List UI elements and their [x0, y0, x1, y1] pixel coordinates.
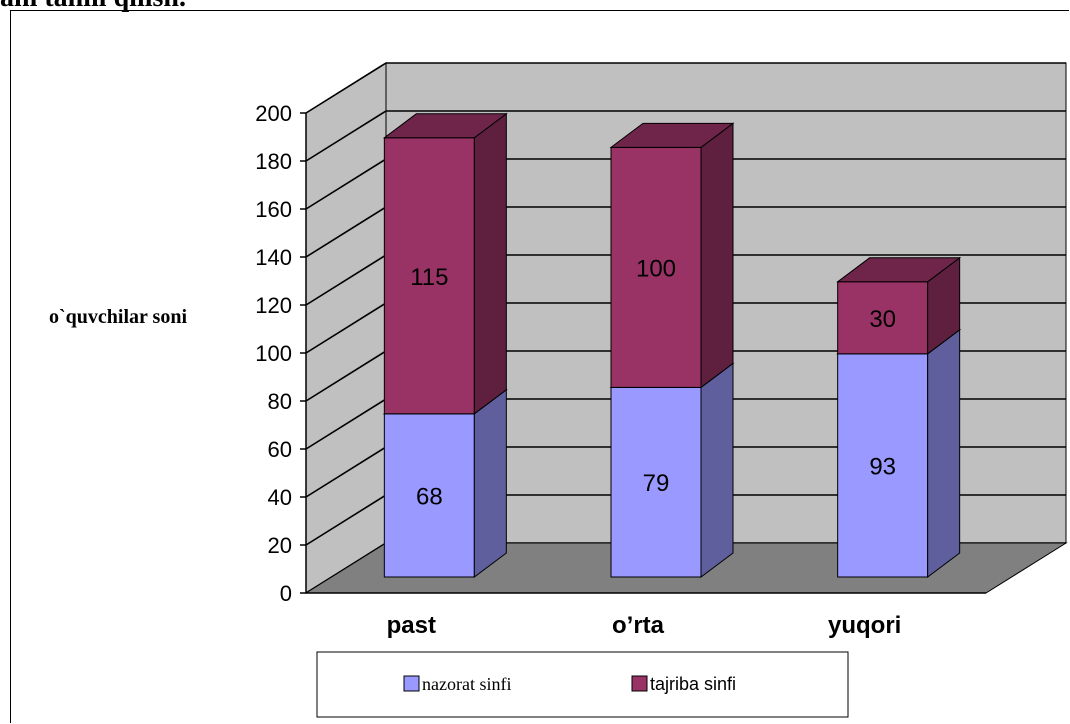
page-top-text: ani tahlil qilish. — [0, 0, 1070, 20]
bar-tajriba-1 — [609, 122, 735, 389]
bar-nazorat-1-side — [700, 362, 734, 578]
bar-tajriba-0 — [382, 112, 508, 415]
legend-swatch-nazorat — [403, 675, 420, 692]
bar-nazorat-0-side — [473, 388, 507, 578]
y-tick-label: 160 — [255, 197, 292, 222]
y-axis-label: o`quvchilar soni — [49, 306, 187, 328]
gridline — [305, 110, 1066, 162]
data-label: 30 — [869, 306, 896, 333]
data-label: 68 — [416, 483, 443, 510]
bars: 68 115 79 100 93 30 — [382, 112, 962, 578]
bar-tajriba-2-top — [836, 257, 962, 283]
bar-nazorat-2-side — [927, 328, 961, 578]
y-tick-label: 100 — [255, 341, 292, 366]
bar-tajriba-0-front — [383, 137, 475, 415]
y-tick-label: 20 — [268, 533, 292, 558]
legend-label-tajriba: tajriba sinfi — [650, 674, 736, 694]
bar-tajriba-1-side — [700, 122, 734, 389]
y-tick-label: 140 — [255, 245, 292, 270]
gridline — [305, 62, 1066, 114]
data-label: 93 — [869, 453, 896, 480]
bar-tajriba-2-front — [837, 281, 929, 355]
bar-tajriba-0-top — [382, 113, 508, 139]
bar-nazorat-1 — [609, 362, 735, 578]
y-tick-label: 0 — [280, 581, 292, 606]
x-tick-label: o’rta — [612, 612, 665, 639]
legend-label-nazorat: nazorat sinfi — [422, 674, 511, 694]
bar-nazorat-0 — [382, 388, 508, 578]
y-tick-label: 120 — [255, 293, 292, 318]
y-tick-label: 40 — [268, 485, 292, 510]
legend-swatch-tajriba — [631, 675, 648, 692]
chart-frame — [10, 10, 1069, 723]
bar-nazorat-2 — [836, 328, 962, 578]
bar-nazorat-2-front — [837, 353, 929, 578]
data-label: 100 — [636, 255, 676, 282]
x-tick-label: past — [387, 612, 436, 639]
bar-tajriba-1-top — [609, 122, 735, 148]
y-tick-label: 60 — [268, 437, 292, 462]
bar-tajriba-2 — [836, 256, 962, 355]
legend: nazorat sinfi tajriba sinfi — [316, 651, 849, 718]
y-tick-label: 80 — [268, 389, 292, 414]
data-label: 115 — [410, 264, 448, 291]
axes: past o’rta yuqori 0 20 40 60 80 100 120 140 160 180 2… — [49, 101, 986, 639]
bar-tajriba-0-side — [473, 112, 507, 415]
legend-box — [316, 651, 849, 718]
y-tick-label: 200 — [255, 101, 292, 126]
bar-nazorat-0-front — [383, 413, 475, 578]
y-tick-label: 180 — [255, 149, 292, 174]
x-tick-label: yuqori — [828, 612, 901, 639]
data-label: 79 — [643, 470, 670, 497]
